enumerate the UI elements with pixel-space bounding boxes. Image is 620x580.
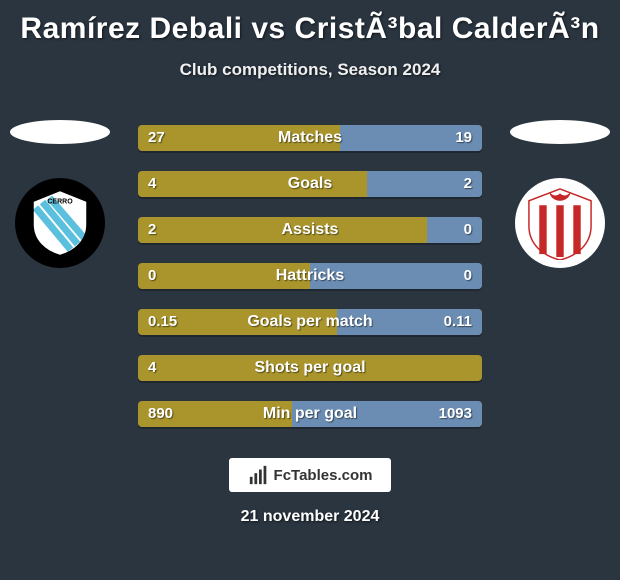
- stat-row: 890Min per goal1093: [138, 401, 482, 427]
- stat-row: 0Hattricks0: [138, 263, 482, 289]
- subtitle: Club competitions, Season 2024: [0, 60, 620, 80]
- river-crest-icon: [523, 186, 597, 260]
- stat-label: Matches: [138, 125, 482, 151]
- stat-value-right: 0: [464, 263, 472, 289]
- page-title: Ramírez Debali vs CristÃ³bal CalderÃ³n: [0, 0, 620, 46]
- stat-row: 4Shots per goal: [138, 355, 482, 381]
- stat-label: Goals per match: [138, 309, 482, 335]
- brand-text: FcTables.com: [274, 467, 373, 484]
- club-crest-right: [515, 178, 605, 268]
- stat-label: Min per goal: [138, 401, 482, 427]
- stat-value-right: 0: [464, 217, 472, 243]
- stat-row: 27Matches19: [138, 125, 482, 151]
- stat-row: 2Assists0: [138, 217, 482, 243]
- stat-value-right: 1093: [439, 401, 472, 427]
- stat-label: Assists: [138, 217, 482, 243]
- svg-text:CERRO: CERRO: [47, 198, 73, 205]
- chart-bars-icon: [248, 464, 270, 486]
- brand-badge: FcTables.com: [229, 458, 391, 492]
- ellipse-shadow-right: [510, 120, 610, 144]
- stat-row: 0.15Goals per match0.11: [138, 309, 482, 335]
- stats-container: 27Matches194Goals22Assists00Hattricks00.…: [138, 125, 482, 427]
- footer-date: 21 november 2024: [0, 508, 620, 526]
- cerro-crest-icon: CERRO: [25, 188, 95, 258]
- player-left-badge: CERRO: [10, 120, 110, 268]
- stat-value-right: 19: [455, 125, 472, 151]
- stat-label: Shots per goal: [138, 355, 482, 381]
- club-crest-left: CERRO: [15, 178, 105, 268]
- player-right-badge: [510, 120, 610, 268]
- stat-label: Hattricks: [138, 263, 482, 289]
- stat-row: 4Goals2: [138, 171, 482, 197]
- stat-value-right: 2: [464, 171, 472, 197]
- ellipse-shadow-left: [10, 120, 110, 144]
- stat-label: Goals: [138, 171, 482, 197]
- stat-value-right: 0.11: [444, 309, 472, 335]
